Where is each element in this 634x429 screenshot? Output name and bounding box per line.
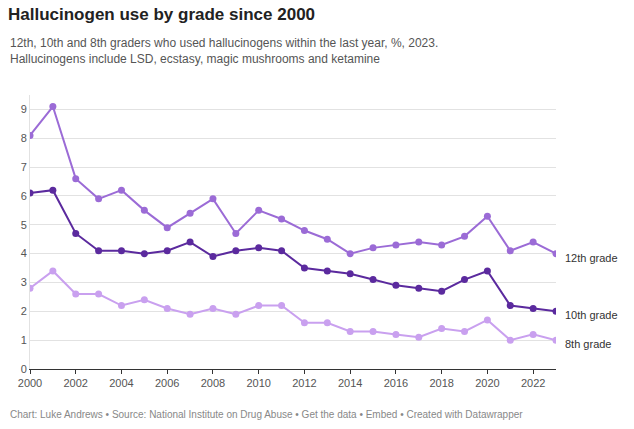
svg-text:2008: 2008 [201,377,225,389]
svg-text:1: 1 [21,334,27,346]
svg-text:2000: 2000 [18,377,42,389]
svg-text:2004: 2004 [109,377,133,389]
svg-text:2018: 2018 [429,377,453,389]
svg-text:10th grade: 10th grade [565,309,618,321]
svg-text:5: 5 [21,219,27,231]
svg-text:Chart: Luke Andrews • Source:: Chart: Luke Andrews • Source: National I… [10,409,523,420]
svg-text:7: 7 [21,161,27,173]
svg-text:2002: 2002 [63,377,87,389]
svg-text:2006: 2006 [155,377,179,389]
svg-text:2016: 2016 [384,377,408,389]
svg-text:2022: 2022 [521,377,545,389]
svg-text:6: 6 [21,190,27,202]
svg-text:2014: 2014 [338,377,362,389]
svg-text:2010: 2010 [246,377,270,389]
svg-text:12th grade: 12th grade [565,252,618,264]
svg-text:8: 8 [21,132,27,144]
svg-text:12th, 10th and 8th graders who: 12th, 10th and 8th graders who used hall… [10,36,438,66]
svg-text:9: 9 [21,103,27,115]
svg-text:2: 2 [21,305,27,317]
svg-text:0: 0 [21,363,27,375]
svg-text:2020: 2020 [475,377,499,389]
svg-text:3: 3 [21,276,27,288]
svg-text:4: 4 [21,247,27,259]
svg-text:Hallucinogen use by grade sinc: Hallucinogen use by grade since 2000 [8,5,315,24]
svg-text:8th grade: 8th grade [565,338,611,350]
svg-text:2012: 2012 [292,377,316,389]
